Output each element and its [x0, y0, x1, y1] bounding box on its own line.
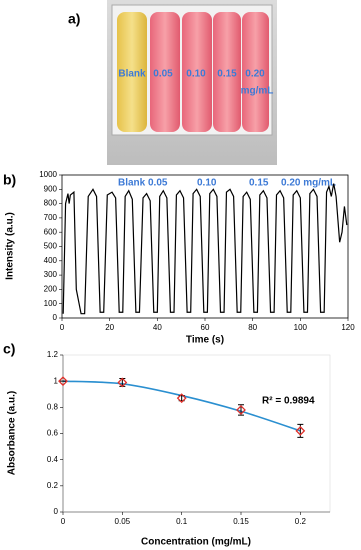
data-point — [117, 377, 128, 388]
vial — [213, 12, 241, 132]
x-tick-label: 100 — [294, 323, 308, 332]
y-tick-label: 800 — [44, 199, 58, 208]
y-tick-label: 0 — [54, 507, 59, 516]
x-tick-label: 80 — [248, 323, 257, 332]
y-tick-label: 1 — [54, 376, 59, 385]
unit-label: mg/mL — [241, 86, 274, 97]
panel-label: a) — [68, 11, 80, 27]
data-line — [62, 183, 348, 315]
x-tick-label: 20 — [105, 323, 114, 332]
data-point — [58, 376, 68, 387]
vial-label: 0.15 — [217, 69, 237, 80]
x-axis-label: Concentration (mg/mL) — [141, 537, 251, 548]
y-axis-label: Absorbance (a.u.) — [7, 391, 18, 475]
y-tick-label: 500 — [44, 242, 58, 251]
plot-frame — [62, 354, 331, 513]
x-tick-label: 60 — [201, 323, 210, 332]
y-tick-label: 100 — [44, 299, 58, 308]
y-tick-label: 1000 — [39, 170, 57, 179]
vial-label: 0.05 — [153, 69, 173, 80]
plot-frame — [61, 174, 349, 319]
x-tick-label: 0.15 — [233, 517, 249, 526]
vial-label: 0.20 — [245, 69, 265, 80]
y-tick-label: 900 — [44, 184, 58, 193]
vial — [182, 12, 212, 132]
panel-label: c) — [3, 341, 15, 357]
y-tick-label: 300 — [44, 270, 58, 279]
x-tick-label: 0 — [60, 323, 65, 332]
x-axis-label: Time (s) — [186, 335, 224, 346]
data-point — [236, 405, 246, 415]
annotation: R² = 0.9894 — [262, 396, 315, 407]
photo: a) Blank 0.05 0.10 0.15 0.20 mg/mL — [68, 0, 277, 165]
annotation: 0.10 — [197, 178, 217, 189]
y-tick-label: 600 — [44, 227, 58, 236]
y-tick-label: 0.6 — [47, 429, 59, 438]
y-tick-label: 0 — [53, 313, 58, 322]
x-tick-label: 120 — [341, 323, 355, 332]
x-tick-label: 0.1 — [176, 517, 188, 526]
data-point — [176, 393, 187, 404]
annotation: 0.15 — [249, 178, 269, 189]
vial-label: Blank — [118, 69, 146, 80]
y-tick-label: 200 — [44, 285, 58, 294]
x-tick-label: 40 — [153, 323, 162, 332]
y-tick-label: 1.2 — [47, 350, 59, 359]
vial — [242, 12, 269, 132]
vial — [150, 12, 180, 132]
y-tick-label: 0.4 — [47, 455, 59, 464]
annotation: Blank — [118, 178, 146, 189]
annotation: 0.20 mg/mL — [281, 178, 336, 189]
y-tick-label: 400 — [44, 256, 58, 265]
vial-label: 0.10 — [186, 69, 206, 80]
chart: 0 20 40 60 80 100 120 0 100 200 300 400 500 600 700 800… — [3, 170, 355, 346]
data-point — [295, 425, 306, 436]
annotation: 0.05 — [148, 178, 168, 189]
vial — [117, 12, 147, 132]
y-tick-label: 700 — [44, 213, 58, 222]
y-axis-label: Intensity (a.u.) — [5, 212, 16, 280]
x-tick-label: 0.05 — [115, 517, 131, 526]
y-tick-label: 0.2 — [47, 481, 59, 490]
x-tick-label: 0.2 — [295, 517, 307, 526]
y-tick-label: 0.8 — [47, 402, 59, 411]
panel-label: b) — [3, 172, 16, 188]
chart: 0 0.05 0.1 0.15 0.2 0 0.2 0.4 0.6 0.8 1 1.2 c) Concen… — [3, 341, 331, 548]
x-tick-label: 0 — [61, 517, 66, 526]
